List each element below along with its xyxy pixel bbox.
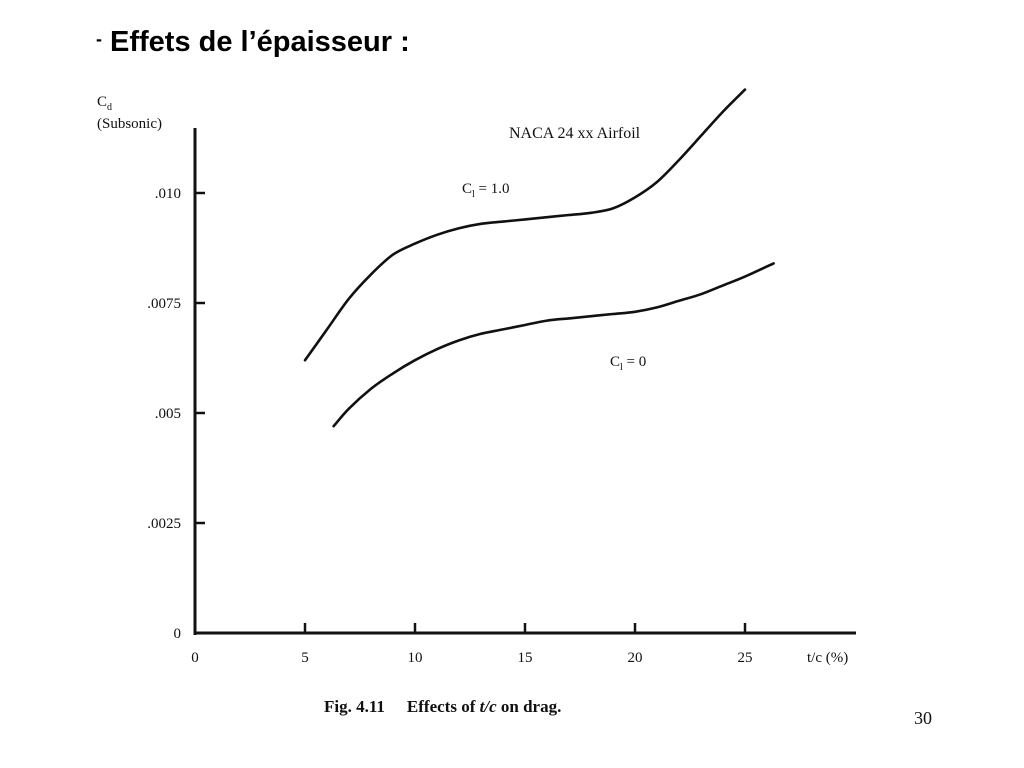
series-line-cl-1 <box>303 88 747 362</box>
page-number: 30 <box>914 708 932 728</box>
series-label-cl-0: Cl = 0 <box>610 354 646 373</box>
y-axis-label: Cd <box>97 94 112 113</box>
figure-caption: Fig. 4.11 Effects of t/c on drag. <box>324 697 561 716</box>
y-axis-note: (Subsonic) <box>97 116 162 132</box>
slide-title: - Effets de l’épaisseur : <box>96 26 410 59</box>
x-axis-label: t/c (%) <box>807 650 848 666</box>
x-tick-label: 15 <box>518 650 533 666</box>
axis-ticks: 0 5 10 15 20 25 0 .0025 .005 .0075 .010 <box>147 186 752 666</box>
title-text: Effets de l’épaisseur : <box>110 26 410 58</box>
x-tick-label: 25 <box>738 650 753 666</box>
y-tick-label: .0075 <box>147 296 181 312</box>
chart-title: NACA 24 xx Airfoil <box>509 125 641 142</box>
x-tick-label: 20 <box>628 650 643 666</box>
y-tick-label: 0 <box>174 626 182 642</box>
y-tick-label: .0025 <box>147 516 181 532</box>
x-tick-label: 10 <box>408 650 423 666</box>
y-tick-label: .010 <box>155 186 181 202</box>
series-line-cl-0 <box>332 262 775 428</box>
data-series <box>303 88 775 428</box>
title-dash: - <box>96 29 102 49</box>
x-tick-label: 0 <box>191 650 199 666</box>
series-label-cl-1: Cl = 1.0 <box>462 181 510 200</box>
x-tick-label: 5 <box>301 650 309 666</box>
y-tick-label: .005 <box>155 406 181 422</box>
